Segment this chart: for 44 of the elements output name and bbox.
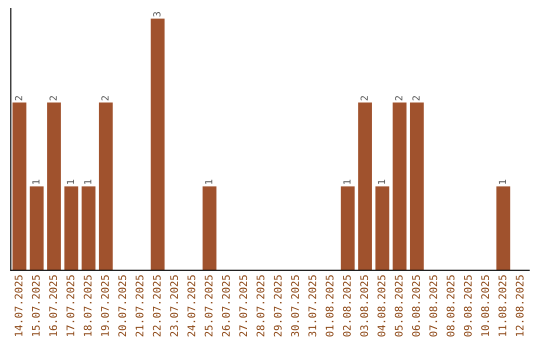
x-tick-label: 23.07.2025: [170, 275, 178, 336]
x-tick-label: 16.07.2025: [49, 275, 58, 336]
x-tick-label: 05.08.2025: [394, 275, 403, 336]
x-tick-label: 22.07.2025: [152, 275, 161, 336]
x-tick-label: 12.08.2025: [516, 275, 524, 336]
x-tick-label: 28.07.2025: [256, 275, 264, 336]
data-label: 2: [14, 96, 22, 100]
data-label: 1: [66, 180, 74, 184]
x-tick-label: 07.08.2025: [429, 275, 438, 336]
x-tick-label: 04.08.2025: [377, 275, 386, 336]
x-tick-label: 19.07.2025: [101, 275, 109, 336]
x-tick-label: 03.08.2025: [360, 275, 368, 336]
x-tick-label: 17.07.2025: [66, 275, 74, 336]
x-tick-label: 10.08.2025: [481, 275, 490, 336]
x-tick-label: 26.07.2025: [222, 275, 230, 336]
data-label: 1: [84, 180, 92, 184]
x-tick-label: 08.08.2025: [446, 275, 454, 336]
x-tick-label: 01.08.2025: [326, 275, 334, 336]
x-tick-label: 25.07.2025: [204, 275, 213, 336]
data-label: 1: [205, 180, 212, 184]
x-tick-label: 15.07.2025: [32, 275, 40, 336]
data-label: 1: [498, 180, 506, 184]
data-label: 2: [101, 96, 109, 100]
data-label: 2: [49, 96, 57, 100]
x-tick-label: 14.07.2025: [14, 275, 22, 336]
data-label: 1: [378, 180, 386, 184]
x-tick-label: 11.08.2025: [498, 275, 506, 336]
data-label: 2: [360, 96, 368, 100]
x-tick-label: 02.08.2025: [342, 275, 351, 336]
x-tick-label: 30.07.2025: [291, 275, 299, 336]
x-tick-label: 21.07.2025: [136, 275, 144, 336]
x-tick-label: 29.07.2025: [274, 275, 282, 336]
x-tick-label: 18.07.2025: [84, 275, 92, 336]
data-label: 2: [395, 96, 402, 100]
x-tick-label: 31.07.2025: [308, 275, 316, 336]
data-label: 1: [343, 180, 350, 184]
data-label: 3: [153, 12, 161, 17]
data-label: 1: [32, 180, 40, 184]
x-tick-label: 20.07.2025: [118, 275, 126, 336]
x-tick-label: 24.07.2025: [187, 275, 196, 336]
data-label: 2: [412, 96, 420, 100]
x-tick-label: 06.08.2025: [412, 275, 420, 336]
x-tick-label: 09.08.2025: [464, 275, 472, 336]
x-tick-label: 27.07.2025: [239, 275, 248, 336]
